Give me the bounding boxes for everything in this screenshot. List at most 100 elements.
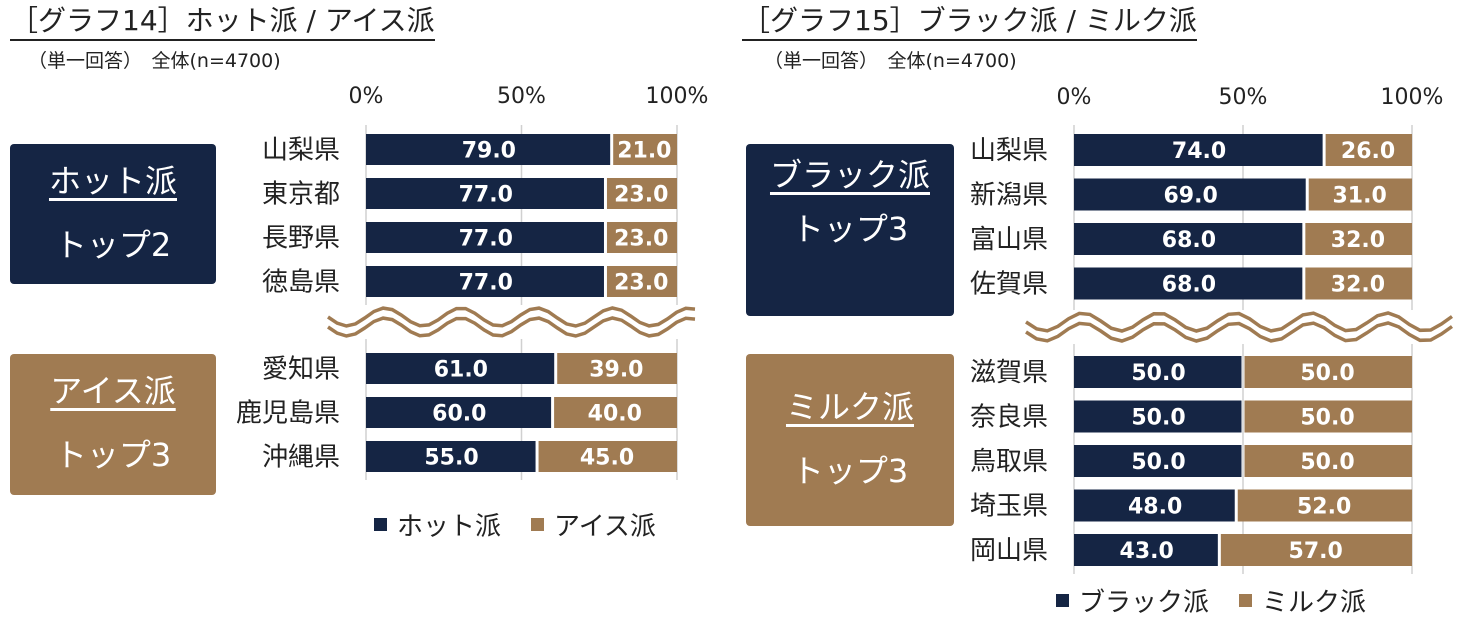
- bar-segment: [557, 353, 677, 384]
- group-panel-black: ブラック派 トップ3: [746, 144, 954, 316]
- bar-segment: [613, 134, 677, 165]
- bar-segment: [366, 441, 536, 472]
- data-label: 39.0: [589, 358, 643, 383]
- data-label: 50.0: [1300, 361, 1354, 386]
- category-label: 滋賀県: [970, 358, 1048, 388]
- category-label: 鹿児島県: [236, 399, 340, 429]
- bar-segment: [1220, 534, 1412, 566]
- legend: ブラック派 ミルク派: [1056, 582, 1396, 619]
- chart-title: ［グラフ14］ホット派 / アイス派: [10, 4, 435, 41]
- category-label: 長野県: [262, 224, 340, 254]
- group-rank: トップ3: [791, 452, 909, 490]
- bar-plot: 0% 50% 100% 山梨県 79.0 21.0 東京都 77.0 23.0 長野県 77.0 23…: [236, 84, 709, 480]
- legend-label: ブラック派: [1079, 588, 1210, 618]
- data-label: 40.0: [588, 402, 642, 427]
- bar-segment: [1074, 534, 1218, 566]
- break-line: [1025, 311, 1454, 333]
- break-line: [1025, 321, 1454, 343]
- bar-segment: [1237, 489, 1412, 522]
- bar-segment: [1074, 445, 1242, 477]
- data-label: 43.0: [1120, 539, 1174, 564]
- legend: ホット派 アイス派: [374, 506, 686, 543]
- category-label: 東京都: [262, 180, 340, 210]
- legend-swatch: [1056, 594, 1069, 607]
- category-label: 岡山県: [970, 536, 1048, 566]
- group-rank: トップ3: [54, 436, 172, 474]
- data-label: 60.0: [432, 402, 486, 427]
- group-name: ブラック派: [769, 156, 930, 194]
- data-label: 50.0: [1300, 406, 1354, 431]
- data-label: 21.0: [617, 139, 671, 164]
- bar-segment: [366, 222, 604, 253]
- legend-item: ブラック派: [1056, 582, 1209, 619]
- break-line: [327, 316, 696, 338]
- data-label: 32.0: [1331, 273, 1385, 298]
- data-label: 32.0: [1331, 228, 1385, 253]
- bar-segment: [366, 134, 611, 165]
- chart-hot-ice: ［グラフ14］ホット派 / アイス派 （単一回答） 全体(n=4700) ホット…: [0, 0, 720, 621]
- bar-segment: [1244, 445, 1412, 477]
- x-tick-label: 0%: [1057, 85, 1092, 110]
- data-label: 74.0: [1172, 139, 1226, 164]
- group-rank: トップ3: [791, 210, 909, 248]
- category-label: 新潟県: [970, 181, 1048, 211]
- group-name: ミルク派: [785, 388, 914, 426]
- bar-segment: [1074, 134, 1323, 166]
- legend-label: ホット派: [397, 512, 502, 542]
- data-label: 77.0: [459, 183, 513, 208]
- data-label: 68.0: [1162, 228, 1216, 253]
- data-label: 50.0: [1300, 450, 1354, 475]
- category-label: 沖縄県: [262, 443, 340, 473]
- data-label: 77.0: [459, 227, 513, 252]
- category-label: 奈良県: [970, 403, 1048, 433]
- data-label: 23.0: [614, 271, 668, 296]
- bar-segment: [554, 397, 677, 428]
- legend-swatch: [374, 518, 387, 531]
- data-label: 79.0: [462, 139, 516, 164]
- bar-segment: [1074, 489, 1235, 522]
- bar-segment: [1074, 356, 1242, 388]
- data-label: 57.0: [1289, 539, 1343, 564]
- legend-item: ミルク派: [1239, 582, 1366, 619]
- legend-item: ホット派: [374, 506, 501, 543]
- group-name: ホット派: [48, 162, 177, 200]
- data-label: 26.0: [1341, 139, 1395, 164]
- category-label: 富山県: [970, 225, 1048, 255]
- group-panel-ice: アイス派 トップ3: [10, 354, 216, 495]
- chart-subtitle: （単一回答） 全体(n=4700): [764, 50, 1017, 72]
- data-label: 50.0: [1131, 361, 1185, 386]
- bar-segment: [1305, 267, 1412, 300]
- category-label: 愛知県: [262, 355, 340, 385]
- group-rank: トップ2: [54, 226, 172, 264]
- data-label: 68.0: [1162, 273, 1216, 298]
- bar-segment: [606, 178, 677, 209]
- category-label: 山梨県: [970, 136, 1048, 166]
- data-label: 23.0: [614, 183, 668, 208]
- x-tick-label: 100%: [646, 84, 709, 109]
- legend-label: ミルク派: [1262, 588, 1367, 618]
- group-panel-milk: ミルク派 トップ3: [746, 354, 954, 526]
- bar-segment: [1244, 356, 1412, 388]
- bar-segment: [1074, 178, 1306, 211]
- bar-segment: [366, 266, 604, 297]
- legend-label: アイス派: [554, 512, 656, 542]
- x-tick-label: 0%: [349, 84, 384, 109]
- group-panel-hot: ホット派 トップ2: [10, 144, 216, 284]
- chart-subtitle: （単一回答） 全体(n=4700): [28, 50, 281, 72]
- bar-segment: [1308, 178, 1412, 211]
- bar-segment: [366, 178, 604, 209]
- data-label: 31.0: [1332, 184, 1386, 209]
- data-label: 52.0: [1297, 495, 1351, 520]
- bar-segment: [1244, 400, 1412, 433]
- data-label: 69.0: [1163, 184, 1217, 209]
- bar-segment: [1074, 223, 1303, 255]
- legend-swatch: [1239, 594, 1253, 607]
- data-label: 48.0: [1128, 495, 1182, 520]
- data-label: 50.0: [1131, 450, 1185, 475]
- data-label: 55.0: [424, 446, 478, 471]
- category-label: 山梨県: [262, 136, 340, 166]
- chart-black-milk: ［グラフ15］ブラック派 / ミルク派 （単一回答） 全体(n=4700) ブラ…: [730, 0, 1464, 621]
- break-line: [327, 306, 696, 328]
- bar-plot: 0% 50% 100% 山梨県 74.0 26.0 新潟県 69.0 31.0 富山県 68.0 32…: [970, 85, 1454, 574]
- data-label: 45.0: [580, 446, 634, 471]
